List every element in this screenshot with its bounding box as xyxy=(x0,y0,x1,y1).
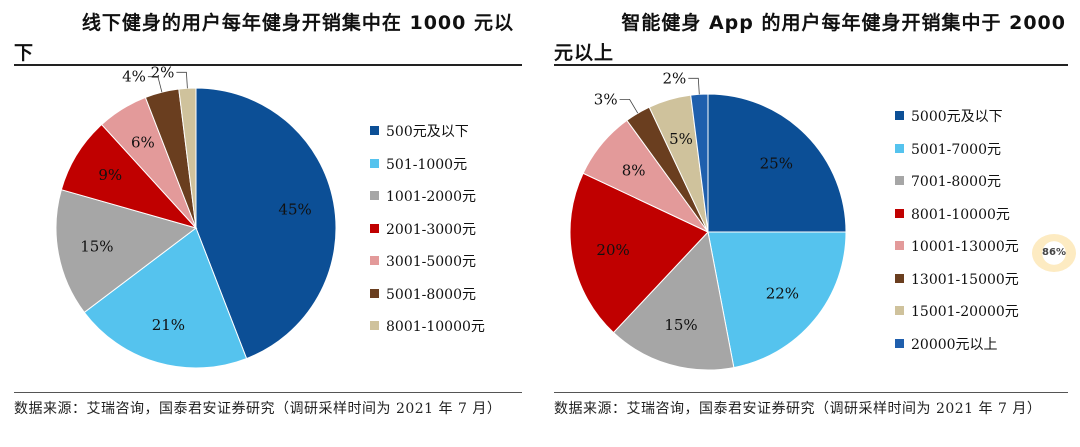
legend-swatch xyxy=(895,273,904,283)
title-rule-right xyxy=(554,64,1068,66)
pie-chart-left: 45% 21% 15% 9% 6% 4% 2% xyxy=(55,63,337,369)
chart-title-right: 智能健身 App 的用户每年健身开销集中于 2000 元以上 xyxy=(554,8,1066,68)
legend-item: 8001-10000元 xyxy=(895,205,1010,225)
legend-label: 8001-10000元 xyxy=(911,206,1010,223)
legend-swatch xyxy=(370,256,379,265)
legend-label: 5000元及以下 xyxy=(911,109,1003,125)
label-leader-line xyxy=(688,77,700,95)
legend-label: 5001-7000元 xyxy=(911,141,1001,158)
legend-item: 500元及以下 xyxy=(370,122,469,142)
slice-label: 21% xyxy=(152,316,185,334)
legend-label: 501-1000元 xyxy=(386,156,468,173)
legend-item: 13001-15000元 xyxy=(895,270,1019,290)
slice-label: 20% xyxy=(596,241,629,259)
slice-label: 3% xyxy=(594,90,618,108)
legend-label: 2001-3000元 xyxy=(386,221,476,238)
slice-label: 8% xyxy=(622,161,646,179)
slice-label: 2% xyxy=(151,63,175,81)
legend-item: 5001-8000元 xyxy=(370,285,476,305)
chart-title-right-line1: 智能健身 App 的用户每年健身开销集中于 2000 xyxy=(621,12,1066,34)
legend-label: 3001-5000元 xyxy=(386,254,476,270)
slice-label: 2% xyxy=(663,69,687,87)
legend-item: 1001-2000元 xyxy=(370,187,476,207)
pie-slice-1 xyxy=(707,93,847,233)
slice-label: 25% xyxy=(760,155,793,173)
slice-label: 5% xyxy=(669,130,693,148)
legend-label: 1001-2000元 xyxy=(386,189,476,205)
legend-item: 501-1000元 xyxy=(370,155,467,175)
label-leader-line xyxy=(619,99,639,114)
legend-swatch xyxy=(895,111,904,120)
pie-chart-right: 25% 22% 15% 20% 8% 3% 5% 2% xyxy=(569,69,847,371)
chart-title-right-line2: 元以上 xyxy=(554,42,615,64)
legend-item: 8001-10000元 xyxy=(370,317,485,337)
chart-title-left-line1: 线下健身的用户每年健身开销集中在 1000 元以 xyxy=(81,12,514,34)
legend-swatch xyxy=(895,143,904,153)
legend-label: 5001-8000元 xyxy=(386,286,476,303)
slice-label: 6% xyxy=(131,133,155,151)
pie-slice-1 xyxy=(195,87,337,360)
chart-panel-left: 线下健身的用户每年健身开销集中在 1000 元以下 45% 21% 15% 9% 6% 4… xyxy=(0,0,530,447)
title-rule-left xyxy=(14,64,522,66)
legend-swatch xyxy=(370,158,379,168)
pie-slice-3 xyxy=(55,189,198,314)
slice-label: 9% xyxy=(98,166,122,184)
legend-label: 13001-15000元 xyxy=(911,271,1019,288)
legend-swatch xyxy=(895,176,904,185)
progress-badge[interactable]: 86% xyxy=(1032,234,1076,272)
legend-swatch xyxy=(370,288,379,298)
legend-item: 20000元以上 xyxy=(895,335,998,355)
source-rule-left xyxy=(14,392,522,393)
legend-item: 3001-5000元 xyxy=(370,252,476,272)
slice-label: 45% xyxy=(278,201,311,219)
chart-panel-right: 智能健身 App 的用户每年健身开销集中于 2000 元以上 25% 22% 15% 2… xyxy=(540,0,1080,447)
legend-swatch xyxy=(895,208,904,218)
legend-label: 15001-20000元 xyxy=(911,304,1019,320)
legend-swatch xyxy=(370,223,379,233)
legend-label: 7001-8000元 xyxy=(911,174,1001,190)
legend-swatch xyxy=(370,191,379,200)
pie-slice-2 xyxy=(707,231,847,369)
label-leader-line xyxy=(176,71,188,89)
slice-label: 15% xyxy=(664,316,697,334)
pie-slice-2 xyxy=(83,227,248,369)
slice-label: 4% xyxy=(122,68,146,86)
legend-label: 10001-13000元 xyxy=(911,239,1019,255)
label-leader-line xyxy=(147,76,163,93)
legend-label: 8001-10000元 xyxy=(386,319,485,335)
slice-label: 22% xyxy=(766,285,799,303)
legend-swatch xyxy=(895,306,904,315)
source-note-left: 数据来源：艾瑞咨询，国泰君安证券研究（调研采样时间为 2021 年 7 月） xyxy=(14,401,502,417)
pie-slice-4 xyxy=(569,172,709,334)
legend-item: 10001-13000元 xyxy=(895,237,1019,257)
legend-swatch xyxy=(895,338,904,348)
chart-title-left-line2: 下 xyxy=(14,42,35,64)
legend-label: 500元及以下 xyxy=(386,124,469,140)
chart-title-left: 线下健身的用户每年健身开销集中在 1000 元以下 xyxy=(14,8,514,68)
legend-item: 15001-20000元 xyxy=(895,302,1019,322)
legend-swatch xyxy=(370,126,379,135)
legend-item: 5000元及以下 xyxy=(895,107,1003,127)
legend-swatch xyxy=(370,321,379,330)
legend-item: 7001-8000元 xyxy=(895,172,1001,192)
slice-label: 15% xyxy=(80,238,113,256)
legend-swatch xyxy=(895,241,904,250)
pie-slice-3 xyxy=(612,230,735,371)
legend-item: 2001-3000元 xyxy=(370,220,476,240)
legend-label: 20000元以上 xyxy=(911,336,998,353)
source-note-right: 数据来源：艾瑞咨询，国泰君安证券研究（调研采样时间为 2021 年 7 月） xyxy=(554,401,1042,417)
source-rule-right xyxy=(554,392,1068,393)
legend-item: 5001-7000元 xyxy=(895,140,1001,160)
